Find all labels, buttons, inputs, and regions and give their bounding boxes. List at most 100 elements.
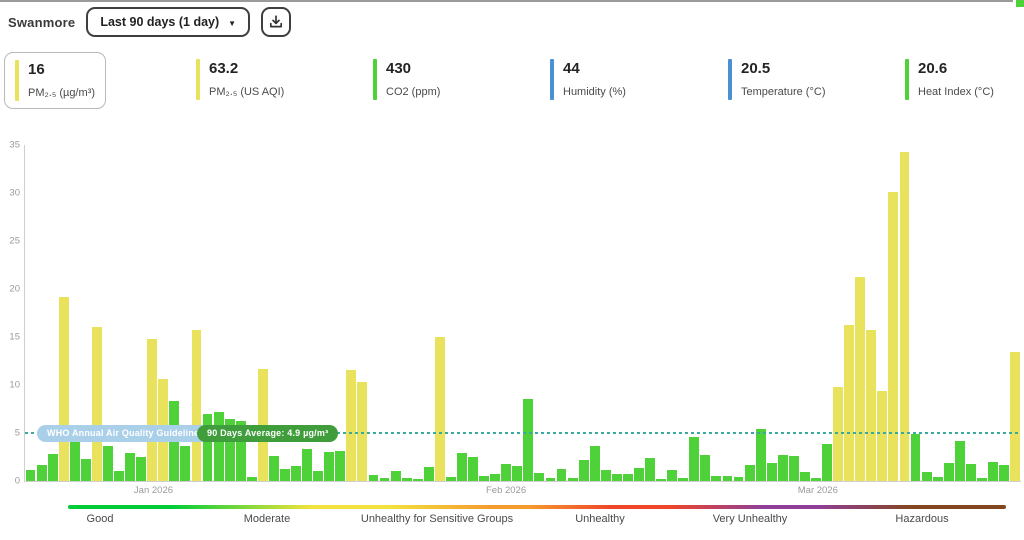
bar[interactable] (678, 478, 689, 481)
bar[interactable] (512, 465, 523, 481)
bar[interactable] (368, 475, 379, 481)
bar[interactable] (324, 452, 335, 481)
bar[interactable] (811, 478, 821, 481)
bar[interactable] (191, 330, 202, 481)
who-guideline-line (25, 431, 1021, 434)
metric-card[interactable]: 430 CO2 (ppm) (363, 52, 450, 107)
x-axis-tick-label: Jan 2026 (133, 485, 174, 496)
bar[interactable] (877, 390, 888, 481)
bar[interactable] (268, 456, 279, 481)
metric-card[interactable]: 20.5 Temperature (°C) (718, 52, 835, 107)
bar[interactable] (47, 454, 58, 481)
bar[interactable] (755, 429, 766, 481)
bar[interactable] (80, 458, 91, 481)
bar[interactable] (589, 446, 600, 481)
bar[interactable] (401, 478, 412, 481)
bar[interactable] (567, 478, 578, 481)
metric-card[interactable]: 16 PM₂.₅ (µg/m³) (4, 52, 106, 109)
bar[interactable] (722, 476, 733, 481)
bar[interactable] (313, 471, 324, 481)
bar[interactable] (213, 411, 224, 481)
bar[interactable] (69, 441, 80, 481)
bar[interactable] (302, 449, 313, 481)
bar[interactable] (976, 478, 987, 481)
bar[interactable] (943, 462, 954, 481)
download-button[interactable] (261, 7, 292, 37)
bar[interactable] (379, 478, 390, 481)
bar[interactable] (457, 453, 467, 481)
bar[interactable] (445, 477, 456, 481)
bar[interactable] (202, 413, 213, 481)
metric-card[interactable]: 20.6 Heat Index (°C) (895, 52, 1004, 107)
metric-accent-bar (905, 59, 909, 100)
bar[interactable] (733, 477, 744, 481)
metric-card[interactable]: 44 Humidity (%) (540, 52, 636, 107)
bar[interactable] (235, 420, 246, 481)
bar[interactable] (656, 479, 667, 481)
bar[interactable] (423, 466, 434, 481)
bar[interactable] (965, 463, 976, 481)
bar[interactable] (1010, 352, 1021, 481)
bar[interactable] (855, 277, 866, 481)
bar[interactable] (578, 459, 589, 481)
bar[interactable] (645, 457, 655, 481)
bar[interactable] (866, 330, 877, 481)
bar[interactable] (822, 443, 832, 481)
bar[interactable] (600, 470, 611, 481)
bar[interactable] (490, 474, 501, 481)
bar[interactable] (799, 472, 810, 481)
bar[interactable] (622, 474, 633, 481)
bar[interactable] (888, 192, 899, 481)
bar[interactable] (910, 433, 921, 481)
bar[interactable] (36, 464, 47, 481)
bar[interactable] (357, 382, 368, 481)
bar[interactable] (246, 477, 257, 481)
bar[interactable] (434, 337, 445, 481)
bar[interactable] (788, 456, 799, 481)
bar[interactable] (280, 469, 290, 481)
bar[interactable] (224, 418, 235, 481)
bar[interactable] (744, 464, 755, 481)
bar[interactable] (412, 479, 423, 481)
bar[interactable] (468, 457, 478, 481)
bar[interactable] (346, 369, 357, 481)
window-top-border (0, 0, 1013, 2)
bar[interactable] (523, 399, 534, 481)
bar[interactable] (291, 465, 301, 481)
bar[interactable] (700, 455, 711, 481)
bar[interactable] (711, 476, 722, 481)
metric-card[interactable]: 63.2 PM₂.₅ (US AQI) (186, 52, 294, 107)
bar[interactable] (932, 477, 943, 481)
bar[interactable] (136, 457, 147, 481)
bar[interactable] (257, 368, 268, 481)
bar[interactable] (147, 338, 158, 481)
bar[interactable] (954, 440, 965, 481)
bar[interactable] (103, 446, 113, 481)
bar[interactable] (180, 446, 191, 481)
bar[interactable] (844, 324, 855, 481)
bar[interactable] (899, 151, 910, 481)
bar[interactable] (501, 463, 512, 481)
bar[interactable] (479, 476, 490, 481)
bar[interactable] (534, 473, 545, 481)
bar[interactable] (634, 467, 644, 481)
bar[interactable] (91, 327, 102, 481)
bar[interactable] (921, 472, 932, 481)
bar[interactable] (667, 470, 678, 481)
bar[interactable] (125, 453, 136, 481)
bar[interactable] (390, 471, 401, 481)
date-range-dropdown[interactable]: Last 90 days (1 day) ▼ (86, 7, 251, 37)
bar[interactable] (114, 471, 124, 481)
y-axis-tick-label: 30 (9, 187, 20, 199)
bar[interactable] (25, 470, 36, 481)
bar[interactable] (611, 474, 622, 481)
bar[interactable] (335, 451, 346, 481)
bar[interactable] (999, 464, 1009, 481)
bar[interactable] (545, 478, 556, 481)
bar[interactable] (777, 455, 788, 481)
bar[interactable] (58, 296, 69, 481)
bar[interactable] (689, 436, 700, 481)
bar[interactable] (988, 461, 998, 481)
bar[interactable] (556, 469, 567, 481)
bar[interactable] (766, 462, 777, 481)
